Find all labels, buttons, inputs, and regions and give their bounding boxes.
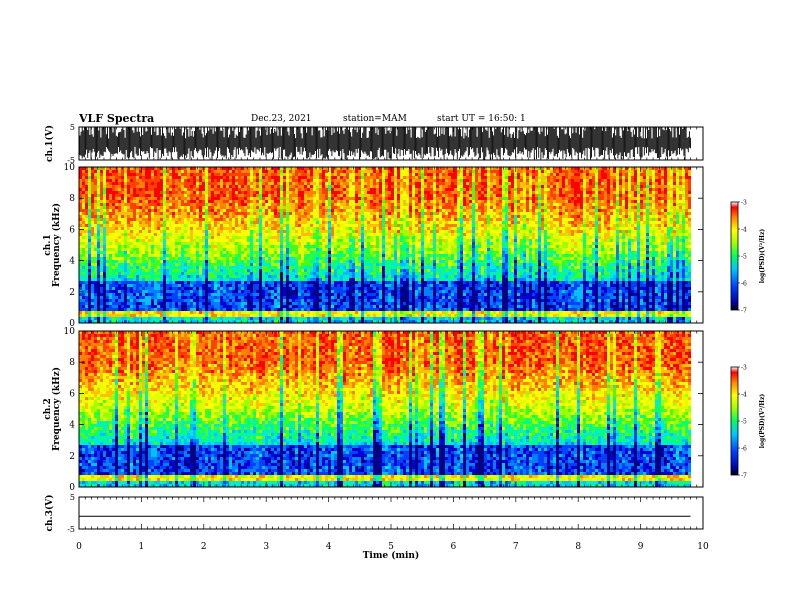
x-tick-label: 1 (139, 542, 145, 552)
ch2-spectrogram-cells (79, 331, 691, 487)
ch1-colorbar-tick-label: -4 (741, 227, 747, 234)
spec1-ytick-label: 0 (69, 319, 75, 329)
x-tick-label: 6 (451, 542, 457, 552)
ch2-colorbar-tick-label: -3 (741, 365, 747, 372)
ch1-colorbar-label: log(PSD)(V²/Hz) (759, 229, 766, 284)
date-label: Dec.23, 2021 (251, 114, 312, 124)
spec2-ytick-label: 0 (69, 483, 75, 493)
x-tick-label: 8 (575, 542, 581, 552)
ch1-ytick-label: 5 (70, 123, 75, 132)
x-tick-label: 0 (76, 542, 82, 552)
ch3-ylabel: ch.3(V) (44, 495, 55, 532)
ch2-colorbar-tick-label: -5 (741, 419, 747, 426)
spec1-ytick-label: 2 (69, 288, 75, 298)
x-tick-label: 4 (326, 542, 332, 552)
x-tick-label: 10 (697, 542, 709, 552)
station-label: station=MAM (343, 114, 407, 124)
ch1-ytick-label: -5 (67, 156, 75, 165)
spec2-ytick-label: 2 (69, 452, 75, 462)
ch3-ytick-label: 5 (70, 493, 75, 502)
ch1-spectrogram-cells (79, 167, 691, 323)
spec2-ytick-label: 10 (64, 327, 76, 337)
spec1-ylabel: Frequency (kHz) (51, 203, 62, 287)
spec1-ytick-label: 4 (69, 257, 75, 267)
ch2-colorbar-tick-label: -6 (741, 446, 747, 453)
ch1-ylabel: ch.1(V) (44, 125, 55, 162)
figure-title: VLF Spectra (79, 112, 154, 125)
ch1-colorbar-tick-label: -6 (741, 281, 747, 288)
spec2-ylabel: ch.2 (43, 398, 53, 419)
spec2-ytick-label: 8 (69, 358, 75, 368)
ch2-colorbar-tick-label: -4 (741, 392, 747, 399)
ch3-ytick-label: -5 (67, 525, 75, 534)
x-tick-label: 7 (513, 542, 519, 552)
spec1-ylabel: ch.1 (43, 234, 53, 255)
spec1-ytick-label: 6 (69, 225, 75, 235)
ch2-colorbar-tick-label: -7 (741, 473, 747, 480)
ch1-colorbar-tick-label: -5 (741, 254, 747, 261)
x-axis-label: Time (min) (363, 550, 420, 561)
spec1-ytick-label: 10 (64, 163, 76, 173)
start-time-label: start UT = 16:50: 1 (437, 114, 526, 124)
spec2-ylabel: Frequency (kHz) (51, 367, 62, 451)
x-tick-label: 3 (263, 542, 269, 552)
x-tick-label: 9 (638, 542, 644, 552)
spec2-ytick-label: 4 (69, 421, 75, 431)
ch2-colorbar-label: log(PSD)(V²/Hz) (759, 394, 766, 449)
ch1-waveform-trace (79, 127, 691, 160)
x-tick-label: 2 (201, 542, 207, 552)
spec1-ytick-label: 8 (69, 194, 75, 204)
ch1-colorbar (730, 201, 739, 311)
ch2-colorbar (730, 366, 739, 476)
ch1-colorbar-tick-label: -7 (741, 308, 747, 315)
ch1-colorbar-tick-label: -3 (741, 200, 747, 207)
x-tick-label: 5 (388, 542, 394, 552)
spec2-ytick-label: 6 (69, 389, 75, 399)
